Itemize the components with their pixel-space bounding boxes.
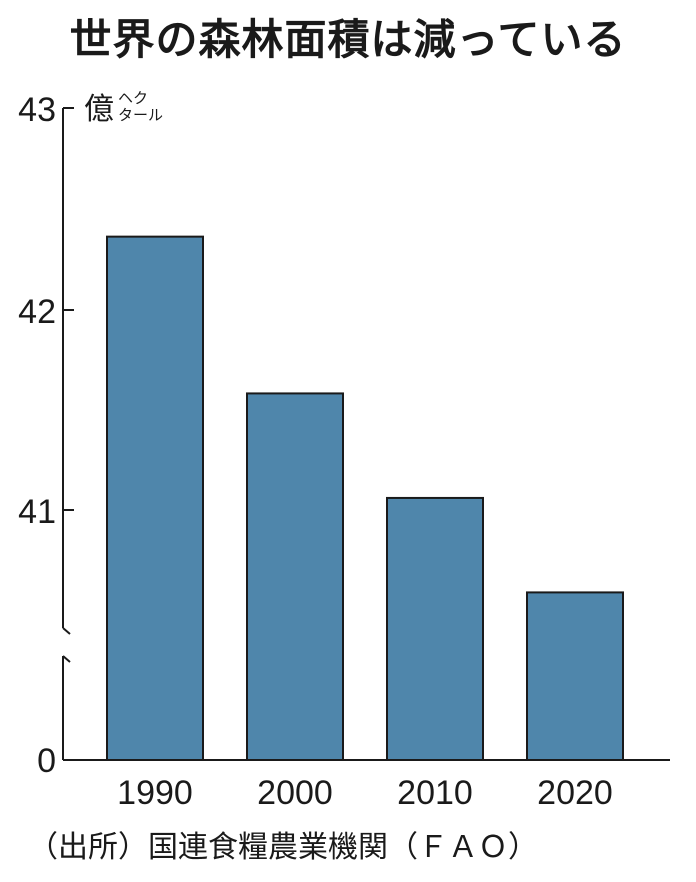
bar-2010 — [386, 496, 484, 761]
bar-1990 — [106, 235, 204, 761]
x-tick-label-1990: 1990 — [117, 774, 193, 812]
unit-sub-bottom: タール — [118, 106, 163, 124]
y-tick-label-41: 41 — [18, 493, 56, 531]
x-labels-layer: 1990 2000 2010 2020 — [117, 774, 613, 812]
y-axis-break-upper — [62, 627, 71, 635]
y-axis-break-lower — [62, 655, 71, 663]
unit-main: 億 — [84, 92, 114, 127]
bar-2020 — [526, 591, 624, 761]
x-tick-label-2020: 2020 — [537, 774, 613, 812]
y-tick-label-42: 42 — [18, 293, 56, 331]
bar-2000 — [246, 392, 344, 761]
source-note: （出所）国連食糧農業機関（ＦＡＯ） — [28, 830, 538, 865]
unit-sub-top: ヘク — [118, 89, 148, 107]
x-tick-label-2000: 2000 — [257, 774, 333, 812]
bars-layer — [106, 235, 624, 761]
y-tick-label-0: 0 — [37, 742, 56, 780]
y-tick-label-43: 43 — [18, 91, 56, 129]
chart-title: 世界の森林面積は減っている — [69, 15, 627, 64]
x-tick-label-2010: 2010 — [397, 774, 473, 812]
